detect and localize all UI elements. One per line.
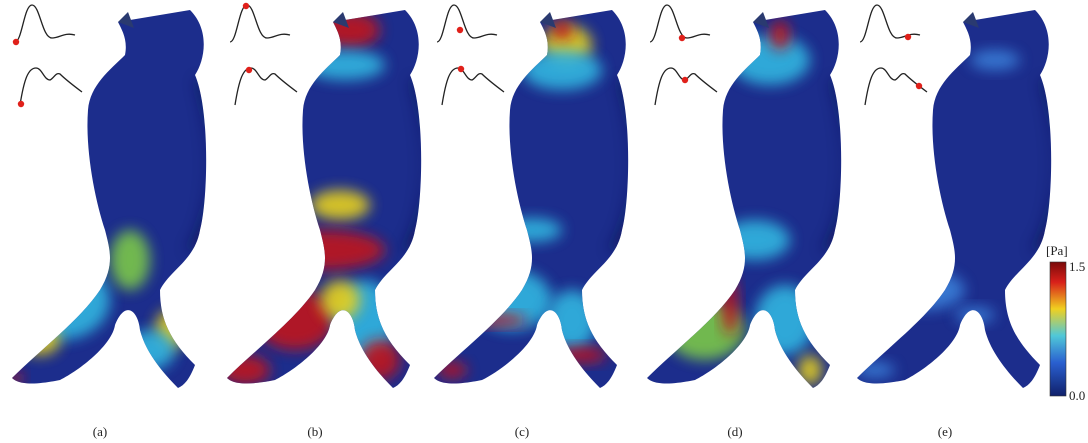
stress-patch [522, 50, 602, 90]
stress-patch [502, 218, 562, 242]
time-marker [679, 35, 685, 41]
stress-patch [955, 307, 995, 323]
stress-patch [125, 330, 175, 370]
time-marker [18, 101, 24, 107]
stress-patch [855, 362, 895, 378]
vessel-model [647, 10, 845, 388]
time-marker [13, 39, 19, 45]
waveform-lower [655, 68, 717, 105]
stress-patch [10, 260, 110, 340]
vessel-model [7, 10, 210, 388]
colorbar-min: 0.0 [1069, 388, 1085, 403]
stress-patch [547, 290, 597, 350]
stress-patch [305, 50, 385, 80]
stress-patch [220, 355, 270, 385]
stress-patch [110, 230, 150, 290]
waveform-inset [650, 5, 717, 105]
panel-label: (c) [515, 424, 529, 439]
time-marker [682, 77, 688, 83]
vessel-base [12, 10, 206, 388]
time-marker [458, 66, 464, 72]
panel: (b) [220, 3, 425, 439]
stress-patch [798, 355, 822, 385]
panel-label: (a) [93, 424, 107, 439]
waveform-upper [230, 5, 290, 42]
time-marker [243, 3, 249, 9]
stress-patch [310, 190, 370, 220]
waveform-inset [13, 5, 82, 107]
panel-label: (b) [307, 424, 322, 439]
colorbar-unit: [Pa] [1046, 243, 1068, 258]
panel-label: (e) [938, 424, 952, 439]
waveform-inset [860, 5, 927, 105]
colorbar-gradient [1050, 262, 1066, 396]
stress-patch [320, 12, 380, 48]
time-marker [905, 34, 911, 40]
stress-patch [770, 20, 790, 50]
time-marker [916, 83, 922, 89]
stress-patch [265, 230, 385, 270]
stress-patch [730, 35, 810, 85]
panel: (a) [7, 5, 210, 439]
time-marker [457, 27, 463, 33]
stress-patch [360, 340, 400, 380]
stress-patch [320, 280, 360, 320]
waveform-lower [20, 68, 82, 105]
stress-patch [722, 275, 738, 335]
panel-label: (d) [727, 424, 742, 439]
stress-patch [552, 20, 572, 40]
figure: [Pa] 1.5 0.0 (a) (b) (c) (d) (e) [0, 0, 1088, 443]
colorbar: [Pa] 1.5 0.0 [1046, 243, 1085, 403]
vessel-model [855, 10, 1055, 388]
time-marker [246, 67, 252, 73]
stress-patch [885, 270, 965, 310]
waveform-inset [437, 5, 504, 105]
panel: (d) [647, 5, 845, 439]
waveform-inset [230, 3, 297, 105]
waveform-lower [442, 68, 504, 105]
stress-patch [755, 285, 815, 355]
vessel-model [220, 10, 425, 388]
waveform-lower [235, 68, 297, 105]
stress-patch [7, 372, 23, 384]
colorbar-max: 1.5 [1069, 259, 1085, 274]
stress-patch [20, 325, 60, 355]
vessel-model [434, 10, 632, 388]
waveform-upper [15, 5, 75, 42]
stress-patch [437, 362, 467, 378]
waveform-upper [437, 5, 497, 42]
panel: (e) [855, 5, 1055, 439]
stress-patch [720, 220, 790, 260]
stress-patch [970, 50, 1020, 70]
panel: (c) [434, 5, 632, 439]
stress-patch [467, 314, 527, 326]
vessel-base [857, 10, 1051, 388]
stress-patch [557, 347, 607, 363]
